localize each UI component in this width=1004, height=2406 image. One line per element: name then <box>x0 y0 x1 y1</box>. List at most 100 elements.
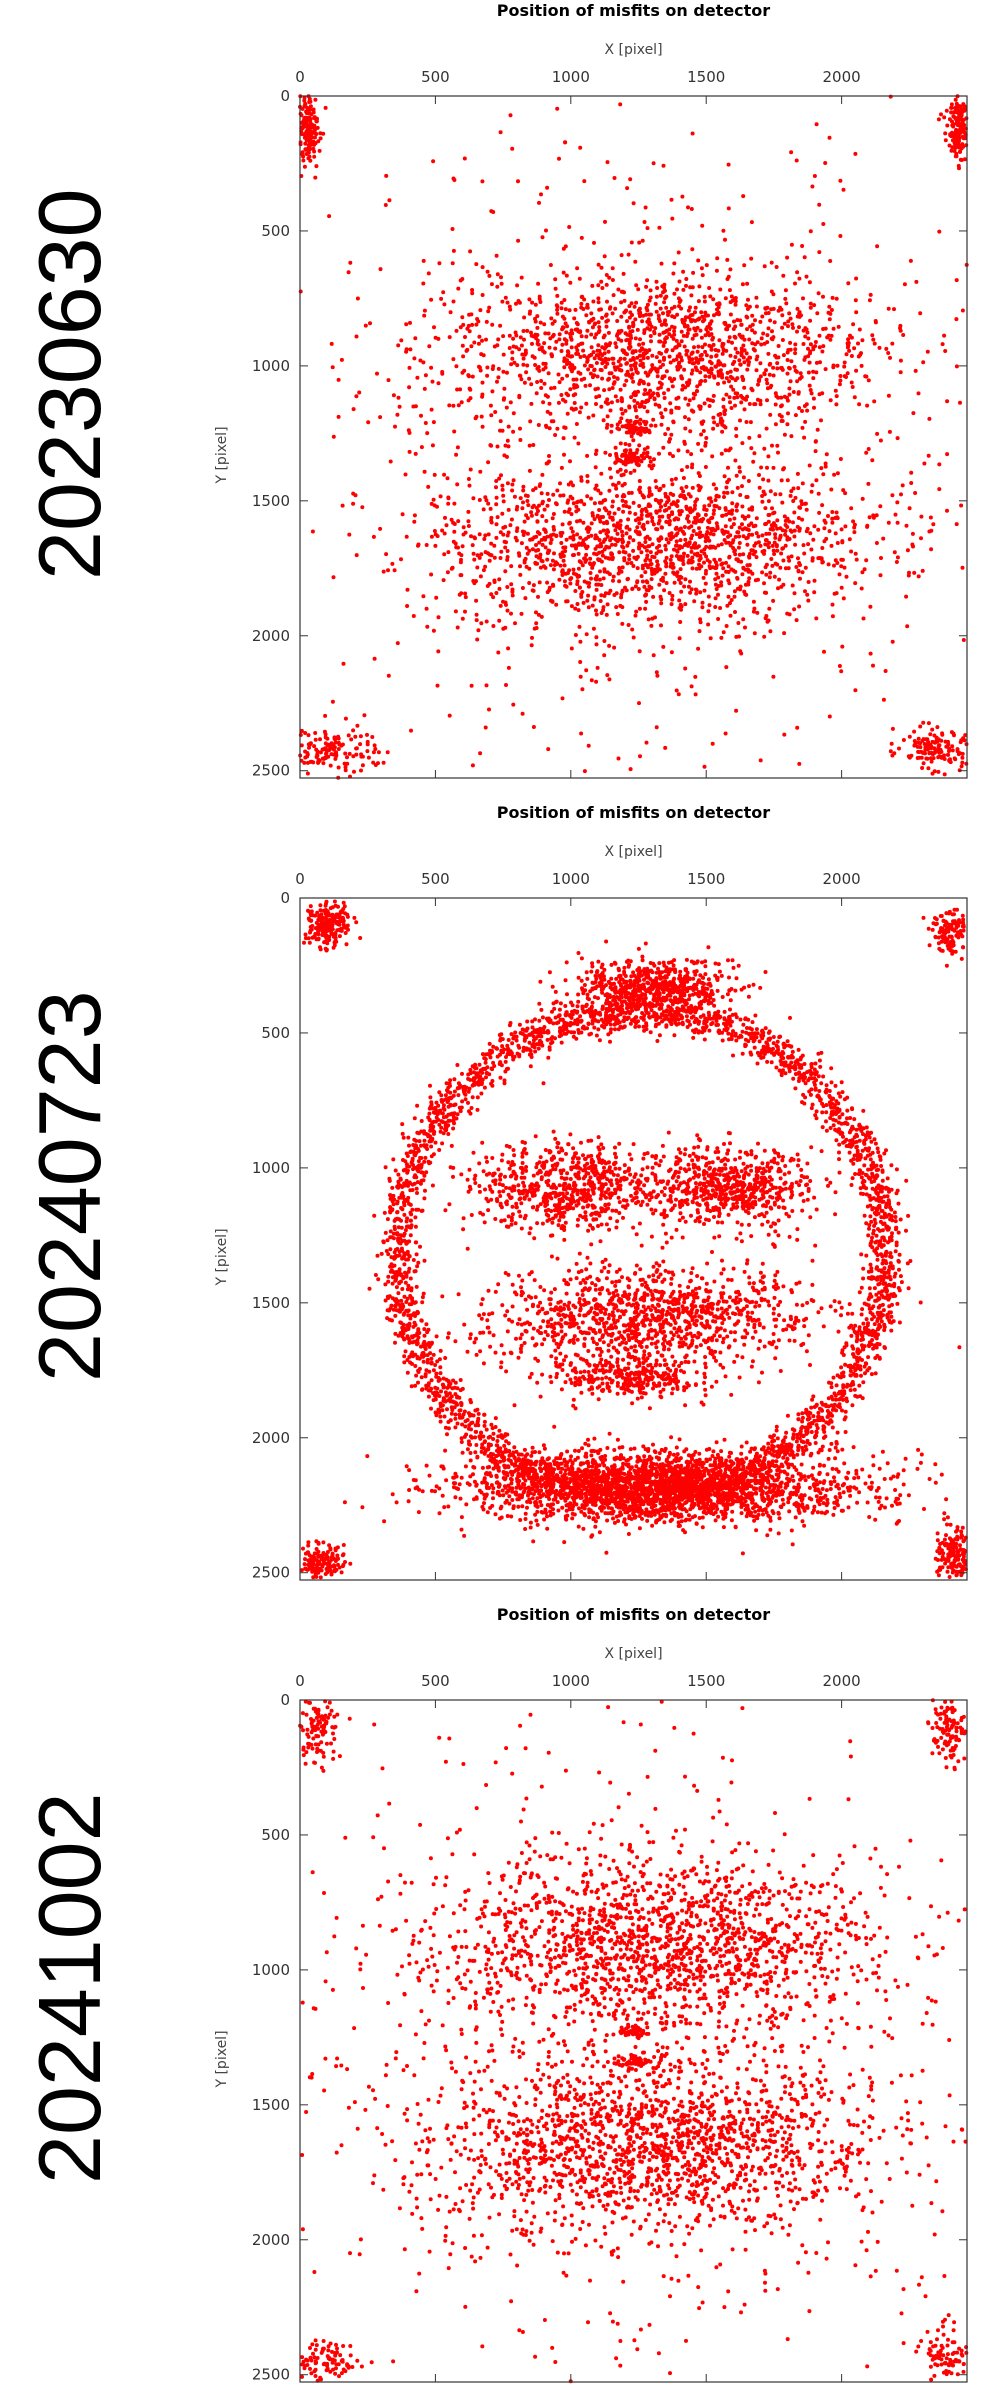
data-point <box>733 534 738 539</box>
data-point <box>904 523 909 528</box>
data-point <box>672 329 677 334</box>
data-point <box>664 581 669 585</box>
data-point <box>656 393 661 398</box>
data-point <box>563 571 568 576</box>
data-point <box>624 361 629 366</box>
data-point <box>930 927 935 932</box>
data-point <box>939 948 944 953</box>
data-point <box>320 756 325 761</box>
data-point <box>811 345 816 350</box>
data-point <box>738 418 742 423</box>
data-point <box>681 562 686 566</box>
data-point <box>918 745 923 750</box>
data-point <box>657 332 662 337</box>
data-point <box>767 531 772 536</box>
data-point <box>602 569 607 574</box>
data-point <box>697 558 702 563</box>
data-point <box>594 679 599 684</box>
data-point <box>961 638 966 642</box>
data-point <box>950 949 955 954</box>
data-point <box>931 756 936 761</box>
data-point <box>654 569 659 574</box>
data-point <box>303 1557 307 1562</box>
data-point <box>685 331 690 336</box>
data-point <box>689 207 694 211</box>
data-point <box>713 605 718 609</box>
data-point <box>781 546 785 551</box>
data-point <box>766 519 771 524</box>
data-point <box>589 318 594 323</box>
data-point <box>619 407 624 412</box>
data-point <box>591 350 596 355</box>
data-point <box>810 483 815 488</box>
data-point <box>795 524 800 529</box>
data-point <box>313 131 318 136</box>
data-point <box>702 401 707 406</box>
data-point <box>654 725 659 730</box>
data-point <box>929 750 934 755</box>
data-point <box>760 314 765 319</box>
data-point <box>794 565 799 569</box>
data-point <box>460 277 465 281</box>
data-point <box>505 533 510 538</box>
data-point <box>800 244 805 248</box>
data-point <box>491 210 496 214</box>
data-point <box>505 300 510 305</box>
data-point <box>442 472 447 477</box>
data-point <box>584 546 589 551</box>
data-point <box>538 320 543 325</box>
data-point <box>613 460 618 465</box>
data-point <box>643 570 648 575</box>
data-point <box>443 515 447 520</box>
data-point <box>703 310 708 315</box>
data-point <box>693 587 698 592</box>
data-point <box>699 335 704 340</box>
data-point <box>628 767 633 772</box>
data-point <box>936 744 941 749</box>
data-point <box>715 307 719 312</box>
data-point <box>332 1564 337 1569</box>
data-point <box>696 441 701 446</box>
data-point <box>610 542 614 547</box>
data-point <box>948 132 953 137</box>
data-point <box>808 388 813 392</box>
data-point <box>838 378 843 383</box>
data-point <box>951 919 955 924</box>
data-point <box>597 577 602 582</box>
data-point <box>469 534 473 539</box>
data-point <box>614 486 619 491</box>
data-point <box>585 474 590 478</box>
data-point <box>716 362 721 366</box>
data-point <box>581 348 586 353</box>
data-point <box>795 471 800 476</box>
data-point <box>326 911 331 916</box>
data-point <box>451 539 456 544</box>
data-point <box>789 489 794 494</box>
data-point <box>706 622 711 627</box>
data-point <box>771 373 776 378</box>
data-point <box>800 409 804 413</box>
data-point <box>724 485 729 490</box>
data-point <box>827 317 832 322</box>
data-point <box>487 558 492 563</box>
chart-panel-1: 20230630 Position of misfits on detector X… <box>0 0 1004 802</box>
data-point <box>823 367 828 372</box>
data-point <box>323 933 328 938</box>
data-point <box>600 549 605 554</box>
data-point <box>854 310 859 315</box>
data-point <box>599 611 604 615</box>
data-point <box>536 594 540 599</box>
data-point <box>771 548 776 553</box>
data-point <box>719 451 724 456</box>
data-point <box>771 674 776 679</box>
data-point <box>709 499 714 504</box>
data-point <box>954 117 959 122</box>
data-point <box>436 649 441 654</box>
data-point <box>695 368 699 373</box>
data-point <box>702 299 707 304</box>
data-point <box>714 486 719 491</box>
data-point <box>598 599 603 603</box>
data-point <box>354 334 359 339</box>
data-point <box>615 398 620 403</box>
data-point <box>582 376 587 381</box>
